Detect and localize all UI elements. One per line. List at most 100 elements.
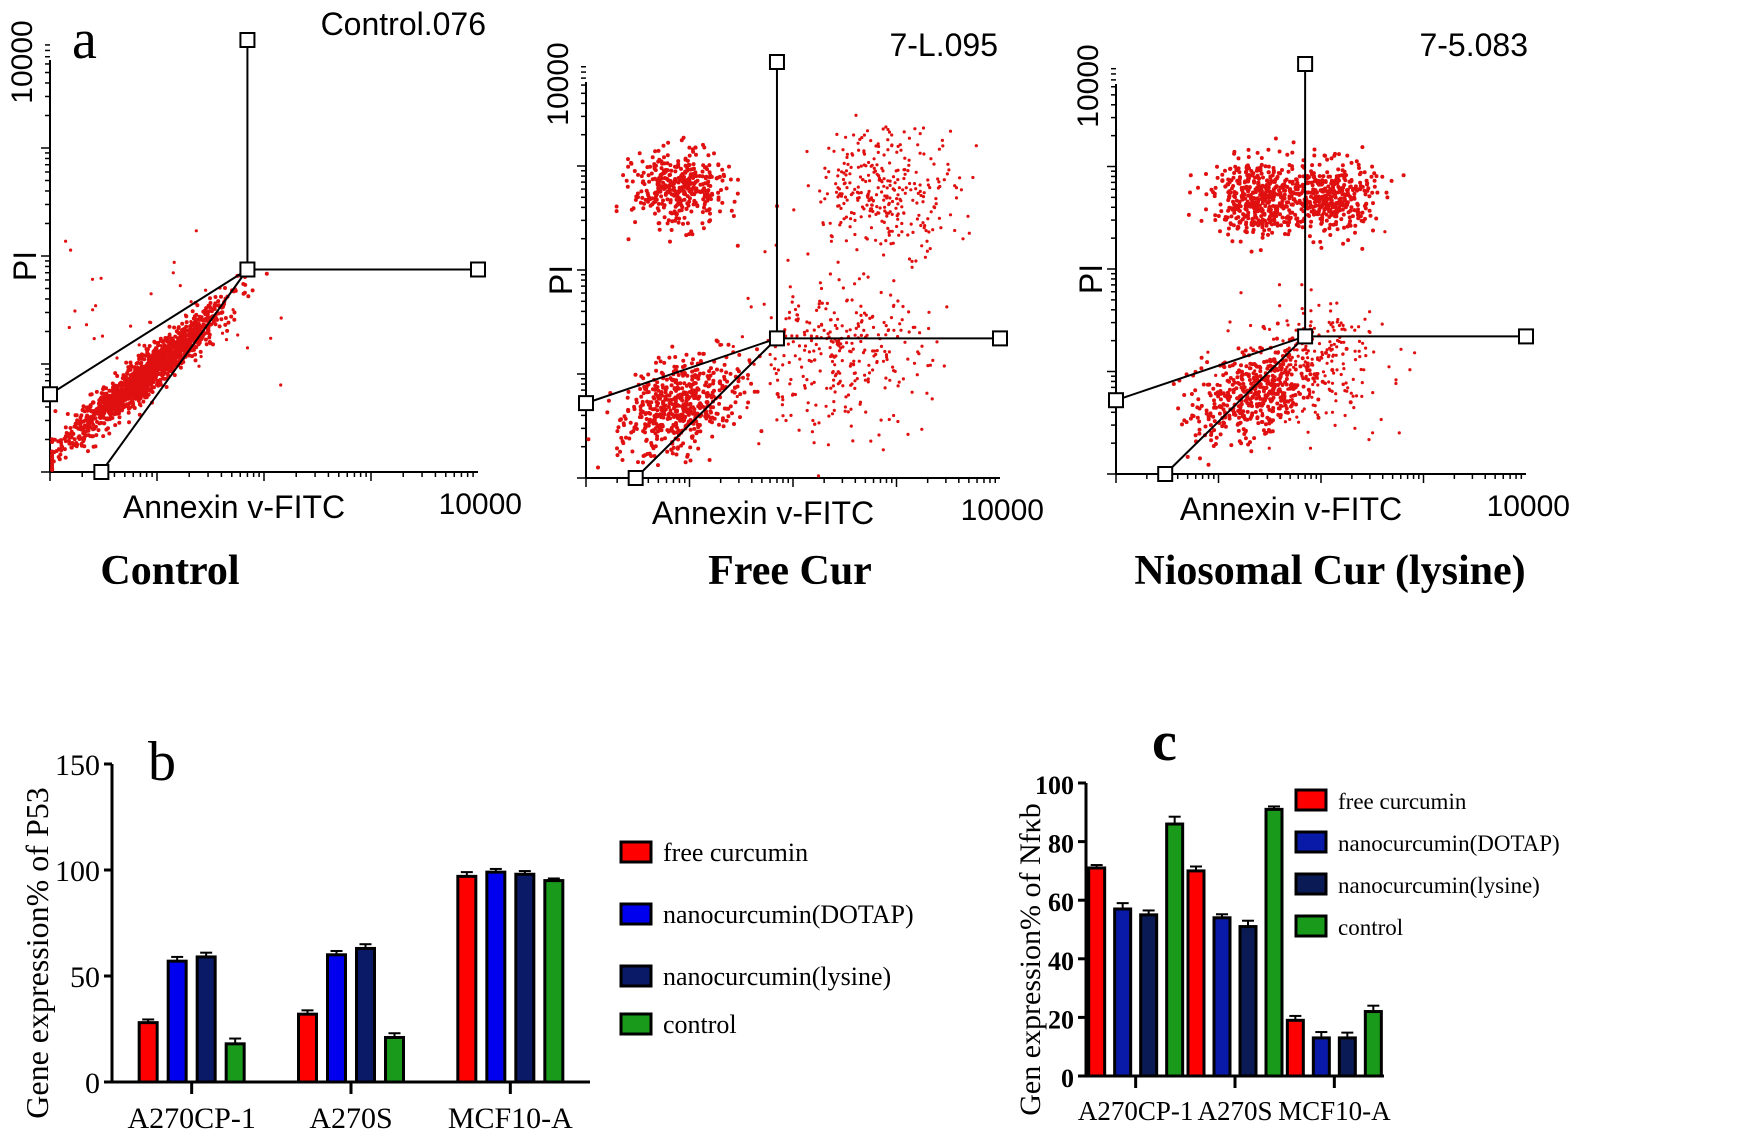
scatter-point [688, 167, 693, 172]
scatter-point [929, 210, 933, 214]
scatter-point [789, 413, 793, 417]
scatter-point [669, 180, 673, 185]
scatter-point [1204, 172, 1208, 176]
scatter-point [1330, 368, 1335, 372]
scatter-point [818, 281, 823, 285]
scatter-point [890, 212, 894, 216]
scatter-point [628, 420, 633, 425]
scatter-point [684, 352, 689, 357]
scatter-point [1367, 194, 1372, 199]
scatter-point [844, 395, 848, 399]
scatter-point [885, 186, 889, 190]
scatter-point [864, 313, 868, 317]
scatter-point [702, 145, 707, 150]
scatter-point [1297, 174, 1302, 179]
scatter-point [844, 173, 848, 177]
scatter-point [89, 434, 94, 439]
scatter-point [1204, 411, 1209, 416]
scatter-point [625, 395, 630, 400]
scatter-point [1352, 195, 1357, 200]
scatter-point [1346, 210, 1351, 215]
scatter-point [156, 352, 161, 357]
gate-handle [239, 32, 256, 48]
scatter-point [903, 191, 907, 195]
scatter-point [836, 186, 840, 190]
scatter-point [76, 435, 81, 440]
scatter-point [1287, 228, 1292, 233]
scatter-point [1349, 205, 1354, 210]
scatter-point [635, 191, 640, 196]
scatter-point [1267, 227, 1272, 232]
scatter-point [856, 185, 860, 189]
scatter-point [77, 421, 82, 426]
scatter-point [931, 358, 935, 362]
scatter-point [897, 233, 901, 237]
scatter-point [801, 374, 805, 378]
scatter-point [818, 299, 822, 303]
scatter-point [870, 203, 874, 207]
scatter-point [1245, 409, 1250, 414]
scatter-point [156, 343, 161, 348]
scatter-point [878, 206, 882, 210]
scatter-point [645, 165, 650, 170]
scatter-point [1362, 170, 1367, 175]
scatter-point [1247, 166, 1251, 171]
scatter-point [879, 242, 883, 246]
scatter-point [902, 130, 906, 134]
scatter-point [866, 380, 870, 384]
scatter-point [1249, 449, 1254, 454]
scatter-point [872, 166, 876, 170]
scatter-point [846, 162, 850, 166]
scatter-point [684, 206, 689, 211]
scatter-point [665, 221, 670, 226]
scatter-point [219, 317, 224, 322]
scatter-point [665, 417, 670, 421]
scatter-point [1253, 410, 1258, 414]
scatter-point [650, 387, 655, 392]
scatter-point [1258, 369, 1263, 374]
scatter-point [88, 392, 93, 397]
scatter-point [789, 377, 793, 382]
scatter-point [198, 349, 203, 354]
scatter-point [1309, 320, 1313, 324]
scatter-point [864, 410, 868, 414]
scatter-point [1276, 412, 1281, 417]
scatter-point [937, 147, 942, 151]
scatter-point [1353, 328, 1357, 332]
scatter-point [863, 373, 867, 377]
scatter-point [1262, 228, 1267, 233]
scatter-point [1273, 136, 1278, 141]
scatter-point [692, 198, 697, 203]
scatter-point [730, 389, 735, 394]
scatter-point [194, 317, 199, 322]
scatter-point [246, 294, 251, 299]
scatter-point [105, 404, 110, 409]
scatter-point [688, 458, 693, 463]
scatter-point [922, 152, 926, 156]
scatter-point [872, 157, 876, 161]
scatter-point [1304, 344, 1308, 348]
scatter-point [842, 182, 846, 186]
scatter-point [1356, 213, 1360, 217]
scatter-point [892, 279, 896, 283]
scatter-point [676, 220, 681, 225]
scatter-point [189, 300, 193, 304]
scatter-point [1310, 395, 1314, 399]
scatter-point [865, 203, 869, 207]
scatter-point [1294, 328, 1298, 332]
scatter-point [859, 215, 863, 219]
scatter-point [115, 374, 120, 378]
scatter-point [50, 440, 55, 444]
scatter-point [894, 169, 898, 173]
scatter-point [884, 353, 889, 357]
scatter-point [1358, 355, 1362, 359]
scatter-point [887, 328, 891, 332]
scatter-point [687, 153, 692, 158]
scatter-point [915, 373, 919, 377]
scatter-point [1195, 405, 1200, 410]
scatter-point [1283, 380, 1288, 385]
x-axis-label: Annexin v-FITC [652, 495, 874, 531]
scatter-point [849, 211, 854, 215]
scatter-point [730, 411, 734, 416]
scatter-point [1204, 408, 1209, 413]
